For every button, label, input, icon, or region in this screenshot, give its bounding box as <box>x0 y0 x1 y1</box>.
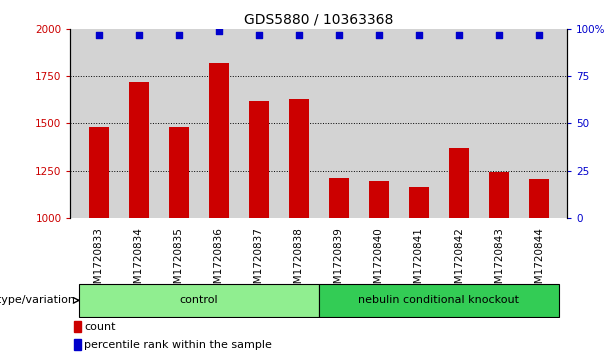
Text: GSM1720844: GSM1720844 <box>534 228 544 297</box>
Text: GSM1720837: GSM1720837 <box>254 228 264 297</box>
Point <box>374 32 384 38</box>
Point <box>494 32 504 38</box>
Text: GSM1720834: GSM1720834 <box>134 228 143 297</box>
Bar <box>249 101 268 218</box>
Point <box>214 28 224 34</box>
Bar <box>449 148 469 218</box>
Bar <box>78 284 319 317</box>
Bar <box>74 321 81 332</box>
Title: GDS5880 / 10363368: GDS5880 / 10363368 <box>244 12 394 26</box>
Point <box>254 32 264 38</box>
Text: GSM1720836: GSM1720836 <box>214 228 224 297</box>
Text: GSM1720840: GSM1720840 <box>374 228 384 297</box>
Bar <box>329 178 349 218</box>
Bar <box>208 63 229 218</box>
Point <box>294 32 303 38</box>
Text: GSM1720841: GSM1720841 <box>414 228 424 297</box>
Point <box>534 32 544 38</box>
Bar <box>529 179 549 218</box>
Bar <box>409 187 429 218</box>
Text: GSM1720843: GSM1720843 <box>494 228 504 297</box>
Text: GSM1720839: GSM1720839 <box>334 228 344 297</box>
Bar <box>129 82 148 218</box>
Bar <box>489 172 509 218</box>
Bar <box>74 339 81 350</box>
Bar <box>88 127 109 218</box>
Text: percentile rank within the sample: percentile rank within the sample <box>85 340 272 350</box>
Text: nebulin conditional knockout: nebulin conditional knockout <box>359 295 519 305</box>
Text: GSM1720835: GSM1720835 <box>173 228 184 297</box>
Text: GSM1720833: GSM1720833 <box>94 228 104 297</box>
Text: control: control <box>180 295 218 305</box>
Point <box>334 32 344 38</box>
Bar <box>369 181 389 218</box>
Point <box>173 32 183 38</box>
Point <box>94 32 104 38</box>
Text: genotype/variation: genotype/variation <box>0 295 75 305</box>
Point <box>134 32 143 38</box>
Point <box>454 32 464 38</box>
Bar <box>289 99 309 218</box>
Bar <box>319 284 559 317</box>
Text: GSM1720838: GSM1720838 <box>294 228 303 297</box>
Bar <box>169 127 189 218</box>
Point <box>414 32 424 38</box>
Text: GSM1720842: GSM1720842 <box>454 228 464 297</box>
Text: count: count <box>85 322 116 332</box>
